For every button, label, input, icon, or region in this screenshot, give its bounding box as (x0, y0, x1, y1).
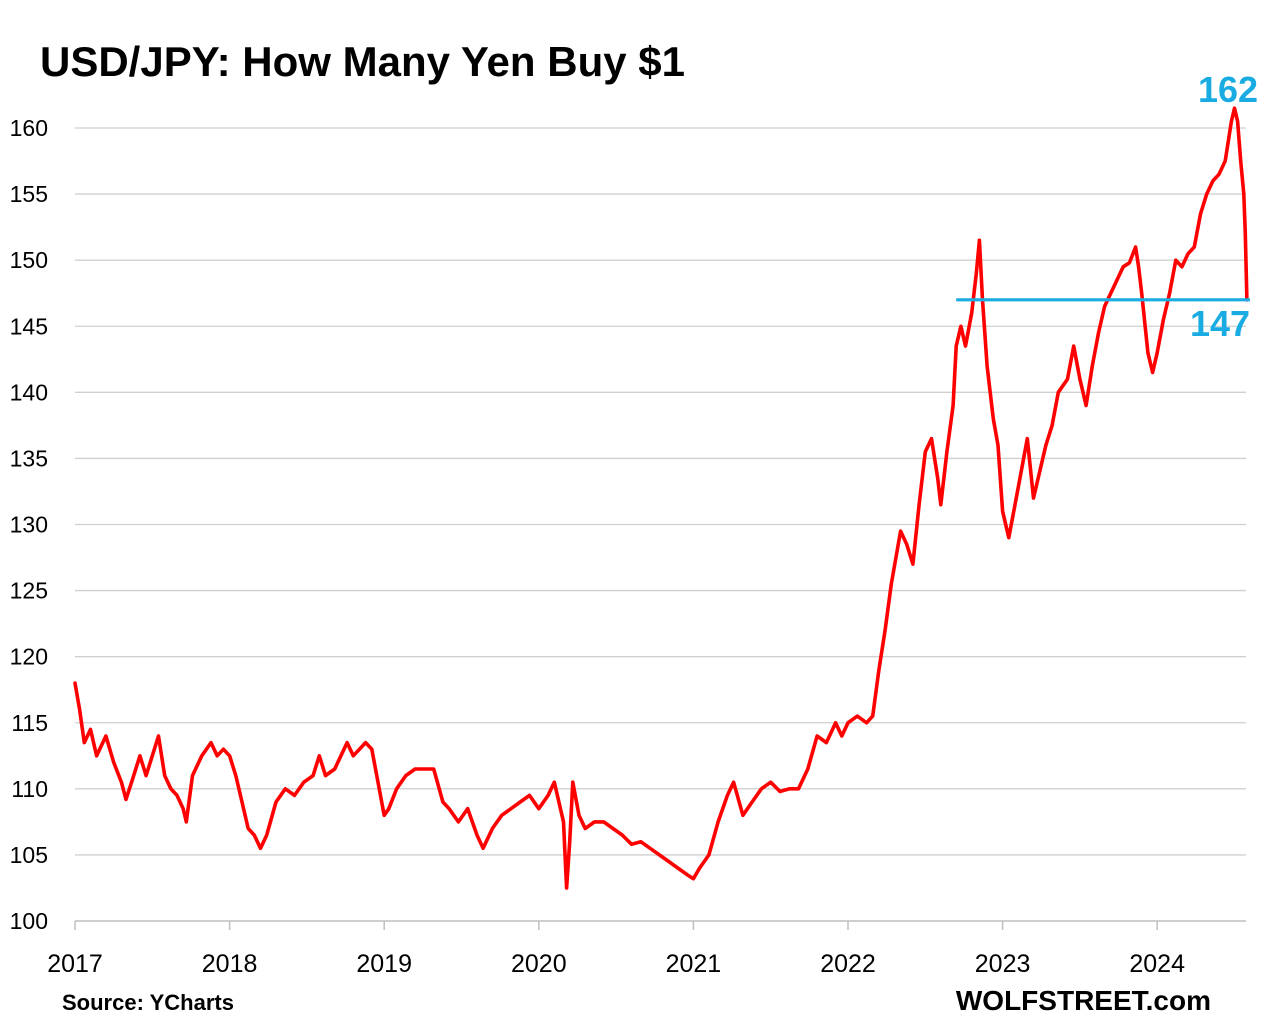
y-tick-label-145: 145 (10, 313, 48, 339)
y-axis-tick-labels: 100 105 110 115 120 125 130 135 140 145 150 155 160 (10, 115, 48, 934)
y-tick-label-140: 140 (10, 379, 48, 405)
y-tick-label-135: 135 (10, 445, 48, 471)
y-tick-label-155: 155 (10, 181, 48, 207)
series-layer (73, 106, 1249, 890)
x-tick-label-2018: 2018 (202, 950, 258, 978)
source-note: Source: YCharts (62, 990, 234, 1015)
wolfstreet-watermark: WOLFSTREET.com (956, 985, 1211, 1016)
x-tick-label-2023: 2023 (975, 950, 1031, 978)
x-tick-label-2020: 2020 (511, 950, 567, 978)
x-axis: 2017 2018 2019 2020 2021 2022 2023 2024 (47, 920, 1246, 978)
annotation-level-147: 147 (1190, 303, 1250, 344)
y-tick-label-125: 125 (10, 578, 48, 604)
x-tick-label-2021: 2021 (666, 950, 722, 978)
x-tick-label-2019: 2019 (356, 950, 412, 978)
y-tick-label-150: 150 (10, 247, 48, 273)
chart-title: USD/JPY: How Many Yen Buy $1 (40, 38, 685, 85)
x-tick-label-2024: 2024 (1129, 950, 1185, 978)
y-tick-label-105: 105 (10, 842, 48, 868)
y-tick-label-120: 120 (10, 644, 48, 670)
y-tick-label-160: 160 (10, 115, 48, 141)
y-tick-label-100: 100 (10, 908, 48, 934)
gridlines (75, 127, 1246, 856)
y-tick-label-115: 115 (11, 710, 48, 736)
series-line-usdjpy (73, 106, 1249, 890)
annotation-peak-162: 162 (1198, 69, 1258, 110)
x-tick-label-2022: 2022 (820, 950, 876, 978)
x-tick-label-2017: 2017 (47, 950, 103, 978)
y-tick-label-130: 130 (10, 512, 48, 538)
y-tick-label-110: 110 (11, 776, 48, 802)
